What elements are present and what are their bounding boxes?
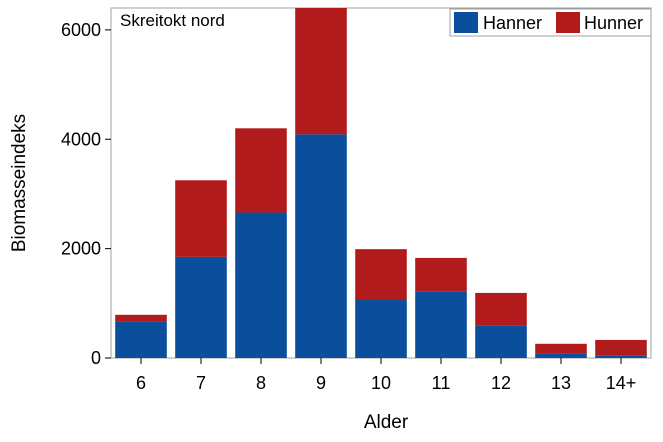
legend-label-hanner: Hanner (483, 13, 542, 33)
bar-hanner-14+ (595, 355, 647, 358)
x-tick-label: 9 (316, 373, 326, 393)
legend-swatch-hunner (556, 12, 580, 33)
bar-hunner-10 (355, 249, 407, 301)
y-tick-label: 4000 (61, 129, 101, 149)
y-axis: 0 2000 4000 6000 (61, 20, 111, 368)
x-tick-label: 11 (432, 373, 451, 393)
bar-hanner-12 (475, 325, 527, 358)
x-tick-label: 10 (371, 373, 391, 393)
x-tick-label: 6 (136, 373, 146, 393)
y-tick-label: 2000 (61, 239, 101, 259)
x-axis: 6 7 8 9 10 11 12 13 14+ (136, 358, 636, 393)
x-axis-title: Alder (364, 412, 409, 433)
bar-hanner-10 (355, 300, 407, 358)
legend-label-hunner: Hunner (584, 13, 643, 33)
y-axis-title: Biomasseindeks (9, 114, 30, 252)
x-tick-label: 7 (196, 373, 206, 393)
legend-box (449, 8, 652, 37)
x-tick-label: 13 (551, 373, 571, 393)
bar-hunner-11 (415, 257, 467, 292)
bar-hunner-13 (535, 343, 587, 354)
bar-hunner-6 (115, 314, 167, 322)
bar-hanner-11 (415, 291, 467, 358)
x-tick-label: 12 (491, 373, 511, 393)
chart-title: Skreitokt nord (120, 11, 225, 30)
legend-swatch-hanner (454, 12, 478, 33)
bar-hunner-7 (175, 180, 227, 257)
y-tick-label: 6000 (61, 20, 101, 40)
bar-hunner-9 (295, 8, 347, 135)
x-tick-label: 14+ (606, 373, 637, 393)
bars-layer (115, 8, 647, 359)
x-tick-label: 8 (256, 373, 266, 393)
bar-hunner-14+ (595, 339, 647, 356)
bar-hanner-13 (535, 353, 587, 359)
y-tick-label: 0 (91, 348, 101, 368)
bar-hunner-8 (235, 128, 287, 213)
bar-hunner-12 (475, 292, 527, 326)
bar-hanner-8 (235, 212, 287, 358)
legend: Hanner Hunner (449, 8, 652, 37)
bar-hanner-6 (115, 321, 167, 358)
bar-hanner-7 (175, 256, 227, 358)
bar-hanner-9 (295, 134, 347, 358)
